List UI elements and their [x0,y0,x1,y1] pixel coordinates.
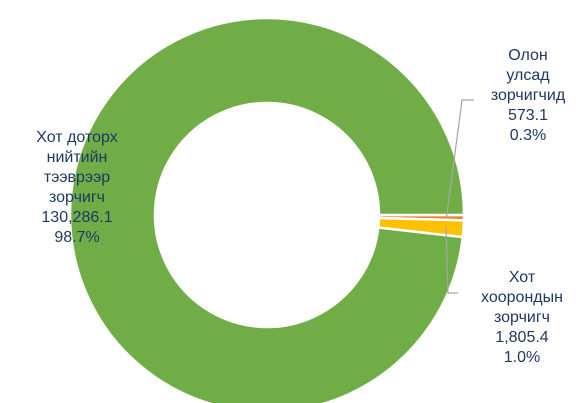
label-line: улсад [506,67,550,84]
leader-line-intercity [445,227,458,294]
label-line: тээврээр [43,169,111,186]
label-line: Хот [508,269,536,286]
slice-percent: 0.3% [509,127,547,144]
slice-city-transit [68,16,466,403]
slice-label-city-transit: Хот доторх нийтийн тээврээр зорчигч 130,… [2,128,152,248]
label-line: нийтийн [46,149,108,166]
label-line: зорчигч [493,309,551,326]
label-line: зорчигч [48,189,106,206]
slice-percent: 1.0% [503,349,541,366]
slice-value: 1,805.4 [495,329,549,346]
leader-lines [445,99,474,294]
label-line: Хот доторх [36,129,118,146]
slice-label-international: Олон улсад зорчигчид 573.1 0.3% [470,46,586,146]
label-line: Олон [508,47,548,64]
slice-value: 130,286.1 [41,209,113,226]
slice-percent: 98.7% [54,229,100,246]
slice-label-intercity: Хот хоорондын зорчигч 1,805.4 1.0% [458,268,586,368]
donut-slices [68,16,466,403]
leader-line-international [445,99,474,218]
slice-value: 573.1 [507,107,549,124]
label-line: хоорондын [481,289,563,306]
label-line: зорчигчид [490,87,566,104]
